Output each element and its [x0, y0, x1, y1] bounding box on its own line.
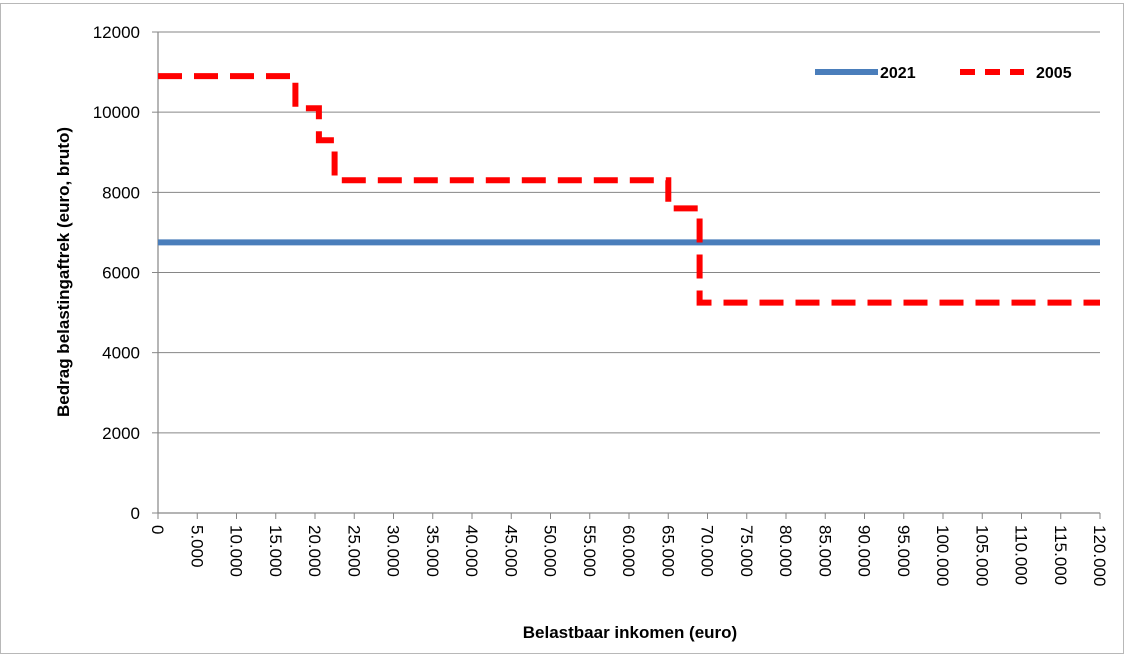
- y-tick-label: 8000: [102, 183, 140, 202]
- x-tick-label: 60.000: [619, 525, 638, 577]
- legend: 2021 2005: [815, 65, 1072, 82]
- x-tick-label: 15.000: [266, 525, 285, 577]
- y-tick-label: 4000: [102, 344, 140, 363]
- y-axis-title: Bedrag belastingaftrek (euro, bruto): [54, 127, 73, 417]
- x-tick-label: 0: [148, 525, 167, 534]
- legend-label-2021: 2021: [880, 65, 916, 82]
- chart-frame: [0, 3, 1124, 654]
- x-tick-label: 120.000: [1090, 525, 1109, 586]
- x-tick-label: 90.000: [855, 525, 874, 577]
- x-tick-label: 100.000: [933, 525, 952, 586]
- legend-label-2005: 2005: [1036, 65, 1072, 82]
- y-tick-label: 6000: [102, 264, 140, 283]
- x-tick-label: 65.000: [658, 525, 677, 577]
- x-tick-label: 30.000: [384, 525, 403, 577]
- x-tick-label: 85.000: [815, 525, 834, 577]
- y-tick-label: 0: [131, 504, 140, 523]
- x-tick-label: 45.000: [501, 525, 520, 577]
- x-tick-label: 75.000: [737, 525, 756, 577]
- x-tick-label: 40.000: [462, 525, 481, 577]
- y-tick-label: 12000: [93, 23, 140, 42]
- x-tick-label: 105.000: [972, 525, 991, 586]
- x-tick-label: 95.000: [894, 525, 913, 577]
- x-ticks: 0 5.000 10.000 15.000 20.000 25.000 30.000 35.0…: [148, 513, 1109, 586]
- y-tick-label: 2000: [102, 424, 140, 443]
- x-tick-label: 20.000: [305, 525, 324, 577]
- x-axis-title: Belastbaar inkomen (euro): [523, 623, 737, 642]
- series-line-2005: [158, 73, 1100, 306]
- x-tick-label: 35.000: [423, 525, 442, 577]
- x-tick-label: 70.000: [698, 525, 717, 577]
- x-tick-label: 55.000: [580, 525, 599, 577]
- x-tick-label: 80.000: [776, 525, 795, 577]
- y-ticks: 0 2000 4000 6000 8000 10000 12000: [93, 23, 158, 523]
- x-tick-label: 10.000: [227, 525, 246, 577]
- series: [158, 73, 1100, 306]
- x-tick-label: 50.000: [541, 525, 560, 577]
- x-tick-label: 115.000: [1051, 525, 1070, 585]
- y-tick-label: 10000: [93, 103, 140, 122]
- x-tick-label: 5.000: [187, 525, 206, 568]
- gridlines: [158, 31, 1100, 434]
- x-tick-label: 110.000: [1012, 525, 1031, 585]
- x-tick-label: 25.000: [344, 525, 363, 577]
